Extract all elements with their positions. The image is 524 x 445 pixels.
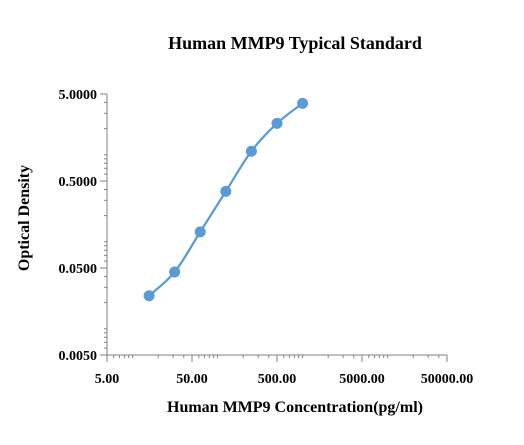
x-tick-label: 5.00 bbox=[95, 372, 120, 387]
y-axis-label: Optical Density bbox=[16, 165, 33, 271]
series-group bbox=[143, 97, 309, 302]
x-axis-label: Human MMP9 Concentration(pg/ml) bbox=[167, 399, 423, 416]
data-point bbox=[194, 226, 206, 238]
x-tick-label: 500.00 bbox=[258, 372, 297, 387]
y-axis-ticks: 0.0050 0.0500 0.5000 5.0000 bbox=[59, 88, 107, 364]
y-tick-label: 0.0050 bbox=[59, 349, 98, 364]
data-point bbox=[143, 290, 155, 302]
chart-title: Human MMP9 Typical Standard bbox=[168, 33, 422, 53]
x-axis-ticks: 5.00 50.00 500.00 5000.00 50000.00 bbox=[95, 355, 474, 387]
data-point bbox=[169, 266, 181, 278]
data-point bbox=[220, 185, 232, 197]
series-line bbox=[148, 102, 304, 297]
x-tick-label: 5000.00 bbox=[339, 372, 385, 387]
y-tick-label: 0.5000 bbox=[59, 175, 98, 190]
x-tick-label: 50000.00 bbox=[421, 372, 474, 387]
y-tick-label: 5.0000 bbox=[59, 88, 98, 103]
data-point bbox=[245, 145, 257, 157]
x-tick-label: 50.00 bbox=[176, 372, 208, 387]
y-tick-label: 0.0500 bbox=[59, 262, 98, 277]
data-point bbox=[271, 117, 283, 129]
data-point bbox=[297, 97, 309, 109]
